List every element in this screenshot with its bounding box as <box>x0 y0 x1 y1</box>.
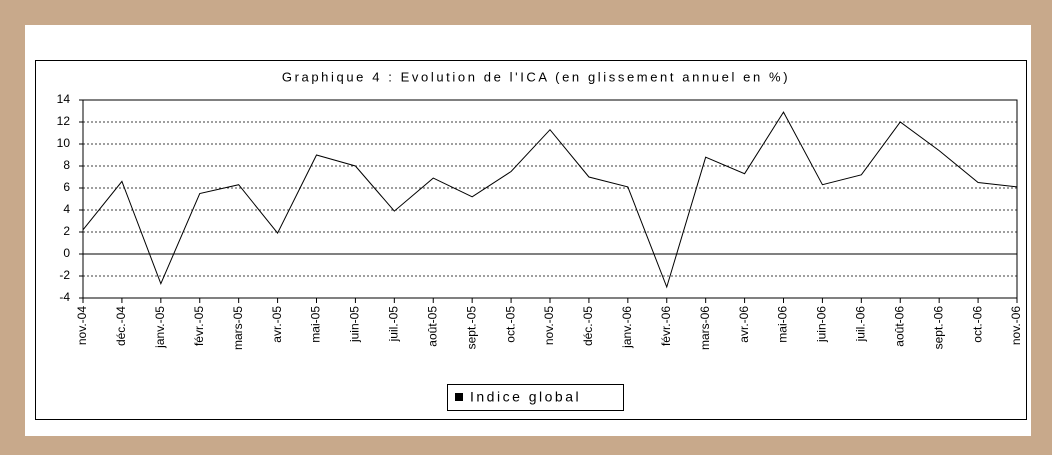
y-tick-label: -2 <box>59 268 70 282</box>
x-tick-label: août-05 <box>425 306 439 347</box>
x-tick-label: mars-05 <box>231 306 245 350</box>
legend <box>447 384 624 411</box>
x-tick-label: avr.-05 <box>270 306 284 343</box>
y-tick-label: 6 <box>63 180 70 194</box>
y-tick-label: 8 <box>63 158 70 172</box>
x-tick-label: juil.-05 <box>387 306 401 343</box>
x-tick-label: janv.-06 <box>620 306 634 349</box>
x-tick-label: mai-06 <box>776 306 790 343</box>
x-tick-label: oct.-06 <box>970 306 984 343</box>
x-tick-label: déc.-04 <box>114 306 128 346</box>
y-tick-label: 0 <box>63 246 70 260</box>
x-tick-label: juil.-06 <box>854 306 868 343</box>
x-tick-label: juin-06 <box>815 306 829 343</box>
x-tick-label: avr.-06 <box>737 306 751 343</box>
y-tick-label: 14 <box>57 92 71 106</box>
x-tick-label: févr.-05 <box>192 306 206 346</box>
x-tick-label: janv.-05 <box>153 306 167 349</box>
x-tick-label: déc.-05 <box>581 306 595 346</box>
x-tick-label: nov.-05 <box>542 306 556 345</box>
y-tick-label: -4 <box>59 290 70 304</box>
chart-frame <box>35 60 1027 420</box>
y-tick-label: 12 <box>57 114 71 128</box>
y-tick-label: 4 <box>63 202 70 216</box>
x-tick-label: nov.-06 <box>1009 306 1023 345</box>
x-tick-label: mars-06 <box>698 306 712 350</box>
x-tick-label: sept.-06 <box>931 306 945 350</box>
legend-swatch <box>455 393 463 401</box>
x-tick-label: août-06 <box>892 306 906 347</box>
y-tick-label: 10 <box>57 136 71 150</box>
data-line <box>82 111 1018 289</box>
x-tick-label: févr.-06 <box>659 306 673 346</box>
x-tick-label: nov.-04 <box>75 306 89 345</box>
x-tick-label: oct.-05 <box>503 306 517 343</box>
x-tick-label: juin-05 <box>348 306 362 343</box>
y-tick-label: 2 <box>63 224 70 238</box>
x-tick-label: mai-05 <box>309 306 323 343</box>
chart-title: Graphique 4 : Evolution de l'ICA (en gli… <box>282 69 790 84</box>
x-tick-label: sept.-05 <box>464 306 478 350</box>
legend-label: Indice global <box>470 389 581 405</box>
